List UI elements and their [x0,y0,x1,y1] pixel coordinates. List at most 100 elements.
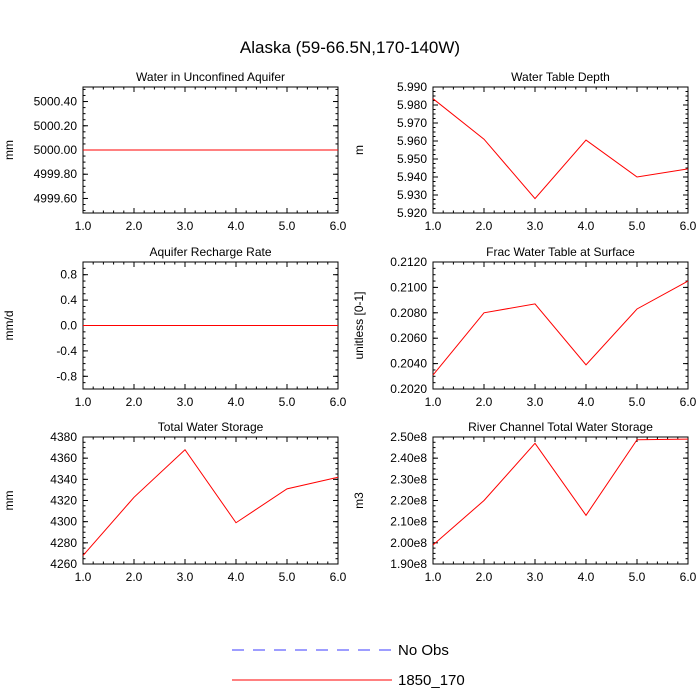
legend-label-no-obs: No Obs [398,642,449,659]
y-tick-label: 2.40e8 [390,451,427,465]
x-tick-label: 3.0 [527,219,544,233]
y-tick-label: 5.950 [397,152,427,166]
x-tick-label: 4.0 [578,395,595,409]
x-tick-label: 3.0 [527,395,544,409]
x-tick-label: 2.0 [126,219,143,233]
x-tick-label: 1.0 [75,219,92,233]
panel-1: Water in Unconfined Aquifer 1.0 2.0 3.0 4.0 5… [2,70,347,233]
plot-frame [82,436,339,565]
x-tick-label: 3.0 [527,570,544,584]
y-tick-label: 0.8 [60,268,77,282]
y-axis-label: mm [2,491,16,511]
legend-label-1850-170: 1850_170 [398,672,465,689]
y-tick-label: 0.2040 [390,357,427,371]
y-axis-label: mm [2,140,16,160]
y-tick-label: 5.990 [397,80,427,94]
x-tick-label: 4.0 [228,219,245,233]
y-tick-label: 4280 [50,536,77,550]
panel-title: Frac Water Table at Surface [486,245,635,259]
y-tick-label: 5.980 [397,98,427,112]
y-tick-label: 1.90e8 [390,557,427,571]
y-tick-label: 4260 [50,557,77,571]
y-tick-label: -0.4 [56,344,77,358]
panel-title: Total Water Storage [158,420,264,434]
y-tick-label: 0.2060 [390,331,427,345]
x-tick-label: 4.0 [228,570,245,584]
y-tick-label: 4300 [50,515,77,529]
x-tick-label: 1.0 [75,570,92,584]
y-tick-label: 4999.60 [34,191,78,205]
y-tick-label: 5.970 [397,116,427,130]
x-tick-label: 6.0 [330,395,347,409]
legend: No Obs 1850_170 [232,642,465,689]
x-tick-label: 3.0 [177,219,194,233]
series-line-1850_170 [432,280,689,376]
x-tick-label: 5.0 [279,570,296,584]
x-tick-label: 5.0 [279,395,296,409]
y-tick-label: 4999.80 [34,167,78,181]
panel-grid: Water in Unconfined Aquifer 1.0 2.0 3.0 4.0 5… [2,70,697,584]
x-tick-label: 3.0 [177,570,194,584]
y-axis-label: mm/d [2,311,16,341]
figure-title: Alaska (59-66.5N,170-140W) [240,38,460,57]
x-tick-label: 5.0 [629,395,646,409]
y-tick-label: 4340 [50,472,77,486]
x-tick-label: 6.0 [680,219,697,233]
x-tick-label: 4.0 [578,219,595,233]
y-tick-label: 0.0 [60,319,77,333]
x-tick-label: 5.0 [279,219,296,233]
panel-title: Aquifer Recharge Rate [149,245,271,259]
y-tick-label: 5.940 [397,170,427,184]
y-tick-label: -0.8 [56,369,77,383]
series-line-1850_170 [432,438,689,546]
x-tick-label: 1.0 [425,570,442,584]
x-tick-label: 1.0 [425,219,442,233]
x-tick-label: 2.0 [126,395,143,409]
panel-3: Aquifer Recharge Rate 1.0 2.0 3.0 4.0 5.0 6.0 -… [2,245,347,409]
y-tick-label: 4320 [50,494,77,508]
series-line-1850_170 [432,98,689,200]
y-tick-label: 5000.00 [34,143,78,157]
x-tick-label: 1.0 [425,395,442,409]
panel-5: Total Water Storage 1.0 2.0 3.0 4.0 5.0 6.0 426… [2,420,347,584]
y-tick-label: 5000.40 [34,95,78,109]
x-tick-label: 6.0 [680,395,697,409]
y-tick-label: 0.4 [60,293,77,307]
y-tick-label: 5.920 [397,206,427,220]
y-tick-label: 0.2080 [390,306,427,320]
x-tick-label: 4.0 [578,570,595,584]
y-tick-label: 2.10e8 [390,515,427,529]
x-tick-label: 6.0 [330,219,347,233]
y-tick-label: 4360 [50,451,77,465]
panel-2: Water Table Depth 1.0 2.0 3.0 4.0 5.0 6.0 5.920… [352,70,697,233]
x-tick-label: 6.0 [330,570,347,584]
panel-title: River Channel Total Water Storage [468,420,653,434]
panel-6: River Channel Total Water Storage 1.0 2.0 3… [352,420,697,584]
x-tick-label: 5.0 [629,570,646,584]
plot-frame [432,261,689,390]
x-tick-label: 3.0 [177,395,194,409]
panel-4: Frac Water Table at Surface 1.0 2.0 3.0 4.0 5… [352,245,697,409]
y-axis-label: unitless [0-1] [352,291,366,359]
x-tick-label: 2.0 [476,395,493,409]
y-tick-label: 2.30e8 [390,472,427,486]
y-tick-label: 0.2100 [390,280,427,294]
y-tick-label: 0.2120 [390,255,427,269]
x-tick-label: 6.0 [680,570,697,584]
y-tick-label: 0.2020 [390,382,427,396]
x-tick-label: 1.0 [75,395,92,409]
series-line-1850_170 [82,448,339,556]
y-tick-label: 5.960 [397,134,427,148]
y-tick-label: 5000.20 [34,119,78,133]
x-tick-label: 2.0 [476,570,493,584]
y-tick-label: 4380 [50,430,77,444]
panel-title: Water in Unconfined Aquifer [136,70,285,84]
y-axis-label: m3 [352,492,366,509]
panel-title: Water Table Depth [511,70,610,84]
x-tick-label: 2.0 [476,219,493,233]
x-tick-label: 2.0 [126,570,143,584]
x-tick-label: 5.0 [629,219,646,233]
y-tick-label: 2.20e8 [390,494,427,508]
y-tick-label: 2.00e8 [390,536,427,550]
